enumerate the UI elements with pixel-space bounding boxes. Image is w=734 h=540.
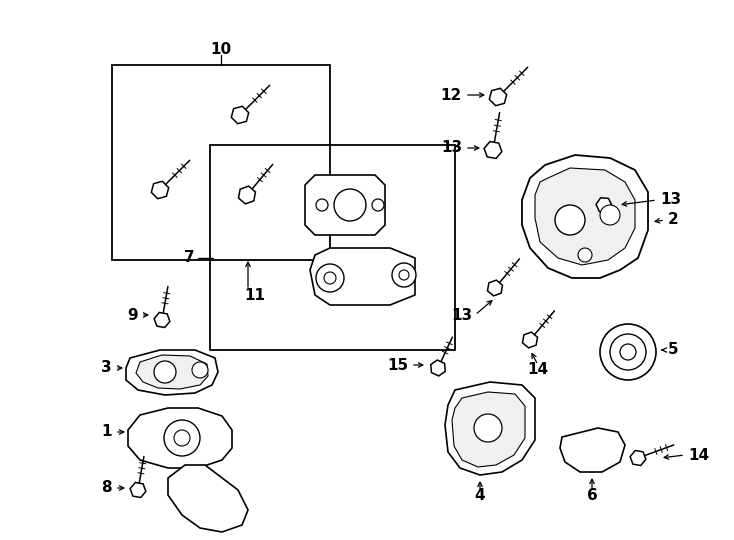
Text: 5: 5 (668, 342, 679, 357)
Text: 1: 1 (101, 424, 112, 440)
Circle shape (392, 263, 416, 287)
Polygon shape (126, 350, 218, 395)
Text: 3: 3 (101, 361, 112, 375)
Circle shape (192, 362, 208, 378)
Circle shape (316, 199, 328, 211)
Polygon shape (136, 355, 208, 389)
Circle shape (154, 361, 176, 383)
Polygon shape (305, 175, 385, 235)
Circle shape (372, 199, 384, 211)
Text: 6: 6 (586, 488, 597, 503)
Text: 13: 13 (441, 140, 462, 156)
Polygon shape (239, 186, 255, 204)
Text: 15: 15 (387, 357, 408, 373)
Polygon shape (431, 360, 446, 376)
Text: 13: 13 (660, 192, 681, 207)
Polygon shape (490, 89, 506, 106)
Polygon shape (445, 382, 535, 475)
Polygon shape (310, 248, 415, 305)
Polygon shape (231, 106, 249, 124)
Polygon shape (535, 168, 635, 265)
Polygon shape (487, 280, 503, 296)
Polygon shape (596, 198, 612, 212)
Text: 8: 8 (101, 481, 112, 496)
Text: 13: 13 (451, 307, 473, 322)
Text: 11: 11 (244, 287, 266, 302)
Circle shape (164, 420, 200, 456)
Circle shape (324, 272, 336, 284)
Polygon shape (522, 155, 648, 278)
Text: 9: 9 (128, 307, 138, 322)
Circle shape (474, 414, 502, 442)
Polygon shape (130, 482, 146, 497)
Text: 7: 7 (184, 251, 195, 266)
Text: 14: 14 (688, 448, 709, 462)
Circle shape (610, 334, 646, 370)
Bar (210, 145, 455, 350)
Polygon shape (128, 408, 232, 468)
Circle shape (316, 264, 344, 292)
Circle shape (600, 324, 656, 380)
Polygon shape (523, 332, 537, 348)
Text: 14: 14 (528, 362, 548, 377)
Polygon shape (168, 465, 248, 532)
Polygon shape (560, 428, 625, 472)
Text: 2: 2 (668, 213, 679, 227)
Circle shape (578, 248, 592, 262)
Polygon shape (452, 392, 525, 467)
Polygon shape (154, 313, 170, 328)
Polygon shape (630, 450, 646, 465)
Circle shape (600, 205, 620, 225)
Text: 4: 4 (475, 488, 485, 503)
Circle shape (399, 270, 409, 280)
Bar (112, 65, 330, 260)
Circle shape (174, 430, 190, 446)
Circle shape (555, 205, 585, 235)
Text: 10: 10 (211, 43, 231, 57)
Circle shape (334, 189, 366, 221)
Polygon shape (151, 181, 169, 199)
Circle shape (620, 344, 636, 360)
Polygon shape (484, 141, 502, 158)
Text: 12: 12 (440, 87, 462, 103)
